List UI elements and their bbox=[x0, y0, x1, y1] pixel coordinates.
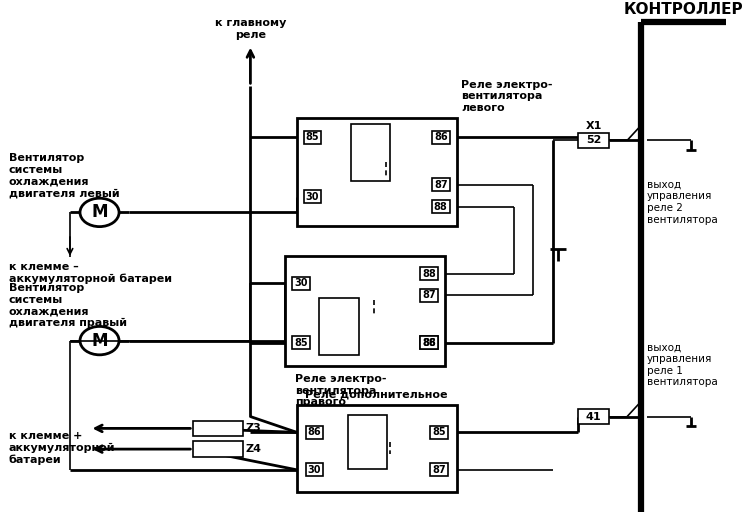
Text: Реле электро-
вентилятора
левого: Реле электро- вентилятора левого bbox=[461, 80, 553, 113]
Text: 85: 85 bbox=[432, 427, 445, 437]
Text: 30: 30 bbox=[308, 465, 321, 475]
Bar bbox=[304, 131, 321, 144]
Bar bbox=[194, 420, 243, 436]
Bar bbox=[285, 256, 445, 366]
Text: 88: 88 bbox=[422, 269, 435, 279]
Text: Z3: Z3 bbox=[246, 423, 262, 433]
Text: 41: 41 bbox=[586, 411, 602, 421]
Text: выход
управления
реле 2
вентилятора: выход управления реле 2 вентилятора bbox=[647, 180, 717, 225]
Text: 86: 86 bbox=[308, 427, 321, 437]
Text: к клемме +
аккумуляторной
батареи: к клемме + аккумуляторной батареи bbox=[9, 431, 116, 465]
Bar bbox=[194, 441, 243, 457]
Bar bbox=[292, 336, 309, 349]
Text: 88: 88 bbox=[422, 337, 435, 347]
Bar bbox=[432, 178, 450, 191]
Bar bbox=[432, 200, 450, 213]
Bar bbox=[432, 131, 450, 144]
Text: 87: 87 bbox=[434, 180, 448, 190]
Bar bbox=[348, 414, 388, 469]
Text: M: M bbox=[91, 332, 108, 350]
Text: 30: 30 bbox=[305, 192, 319, 202]
Text: 85: 85 bbox=[294, 337, 308, 347]
Bar bbox=[297, 405, 457, 492]
Text: к клемме –
аккумуляторной батареи: к клемме – аккумуляторной батареи bbox=[9, 262, 172, 284]
Text: Реле электро-
вентилятора
правого: Реле электро- вентилятора правого bbox=[295, 374, 386, 408]
Text: X1: X1 bbox=[586, 120, 602, 130]
Bar bbox=[297, 118, 457, 226]
Text: Вентилятор
системы
охлаждения
двигателя правый: Вентилятор системы охлаждения двигателя … bbox=[9, 284, 127, 328]
Text: 52: 52 bbox=[586, 136, 601, 145]
Bar bbox=[420, 267, 438, 280]
Bar bbox=[304, 190, 321, 203]
Text: 85: 85 bbox=[305, 133, 319, 143]
Text: 30: 30 bbox=[294, 278, 308, 288]
Bar bbox=[578, 409, 609, 425]
Bar bbox=[351, 124, 390, 181]
Text: выход
управления
реле 1
вентилятора: выход управления реле 1 вентилятора bbox=[647, 343, 717, 388]
Text: 87: 87 bbox=[422, 290, 435, 300]
Bar bbox=[420, 336, 438, 349]
Bar bbox=[420, 336, 438, 349]
Bar bbox=[305, 426, 324, 439]
Text: Вентилятор
системы
охлаждения
двигателя левый: Вентилятор системы охлаждения двигателя … bbox=[9, 153, 119, 198]
Bar bbox=[305, 464, 324, 476]
Bar bbox=[320, 298, 359, 355]
Bar bbox=[430, 426, 448, 439]
Text: Z4: Z4 bbox=[246, 444, 262, 454]
Text: КОНТРОЛЛЕР: КОНТРОЛЛЕР bbox=[624, 2, 743, 17]
Bar bbox=[420, 289, 438, 301]
Bar bbox=[292, 277, 309, 290]
Text: 87: 87 bbox=[432, 465, 445, 475]
Text: M: M bbox=[91, 203, 108, 221]
Text: к главному
реле: к главному реле bbox=[215, 18, 286, 40]
Text: Реле дополнительное: Реле дополнительное bbox=[305, 390, 448, 400]
Text: 86: 86 bbox=[422, 337, 435, 347]
Bar bbox=[430, 464, 448, 476]
Text: 86: 86 bbox=[434, 133, 448, 143]
Text: 88: 88 bbox=[434, 202, 448, 212]
Bar bbox=[578, 133, 609, 148]
